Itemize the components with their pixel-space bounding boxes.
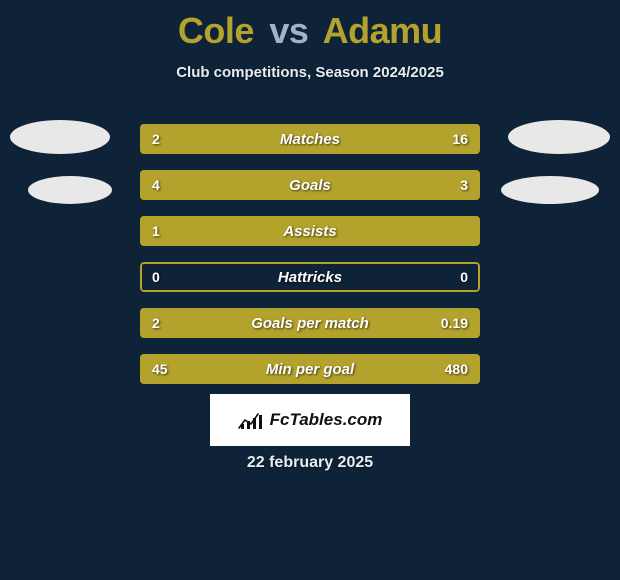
- fctables-logo: FcTables.com: [210, 394, 410, 446]
- comparison-title: Cole vs Adamu: [0, 0, 620, 52]
- stat-label: Min per goal: [140, 354, 480, 384]
- vs-text: vs: [269, 10, 308, 51]
- stat-label: Assists: [140, 216, 480, 246]
- stat-label: Goals: [140, 170, 480, 200]
- club-badge-left-2: [28, 176, 112, 204]
- player2-name: Adamu: [323, 10, 443, 51]
- club-badge-right-1: [508, 120, 610, 154]
- stat-label: Matches: [140, 124, 480, 154]
- stat-bar-row: 20.19Goals per match: [140, 308, 480, 338]
- stat-bar-row: 43Goals: [140, 170, 480, 200]
- stat-bar-row: 216Matches: [140, 124, 480, 154]
- fctables-icon: [238, 410, 264, 430]
- stat-label: Goals per match: [140, 308, 480, 338]
- stat-bar-row: 1Assists: [140, 216, 480, 246]
- subtitle: Club competitions, Season 2024/2025: [0, 64, 620, 81]
- stat-bars: 216Matches 43Goals 1Assists 00Hattricks 20.1…: [140, 124, 480, 400]
- stat-label: Hattricks: [140, 262, 480, 292]
- stat-bar-row: 45480Min per goal: [140, 354, 480, 384]
- player1-name: Cole: [178, 10, 254, 51]
- club-badge-right-2: [501, 176, 599, 204]
- club-badge-left-1: [10, 120, 110, 154]
- date-text: 22 february 2025: [0, 454, 620, 472]
- fctables-text: FcTables.com: [270, 410, 383, 430]
- stat-bar-row: 00Hattricks: [140, 262, 480, 292]
